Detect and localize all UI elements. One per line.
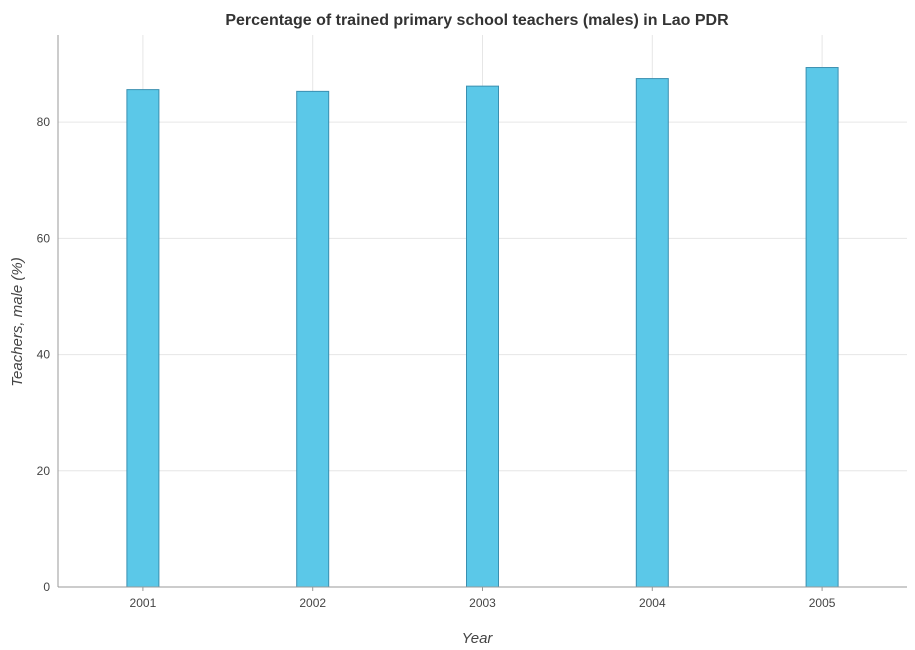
x-tick-label: 2001 [130, 596, 157, 610]
y-tick-label: 40 [37, 348, 51, 362]
y-tick-label: 0 [43, 580, 50, 594]
x-tick-label: 2002 [299, 596, 326, 610]
axes: 0 20 40 60 80 2001 2002 2003 2004 2005 [37, 35, 907, 610]
bar-2002 [296, 90, 330, 588]
x-tick-label: 2005 [809, 596, 836, 610]
y-tick-label: 20 [37, 464, 51, 478]
y-tick-label: 80 [37, 115, 51, 129]
bar-2003 [466, 85, 499, 588]
x-tick-label: 2004 [639, 596, 666, 610]
bar-2001 [126, 89, 160, 588]
bar-2004 [635, 78, 669, 588]
bar-2005 [805, 67, 839, 588]
y-axis-label: Teachers, male (%) [9, 257, 26, 387]
y-tick-label: 60 [37, 231, 51, 245]
x-tick-label: 2003 [469, 596, 496, 610]
x-axis-label: Year [462, 630, 494, 647]
chart-title: Percentage of trained primary school tea… [225, 12, 729, 29]
bars [126, 67, 839, 588]
